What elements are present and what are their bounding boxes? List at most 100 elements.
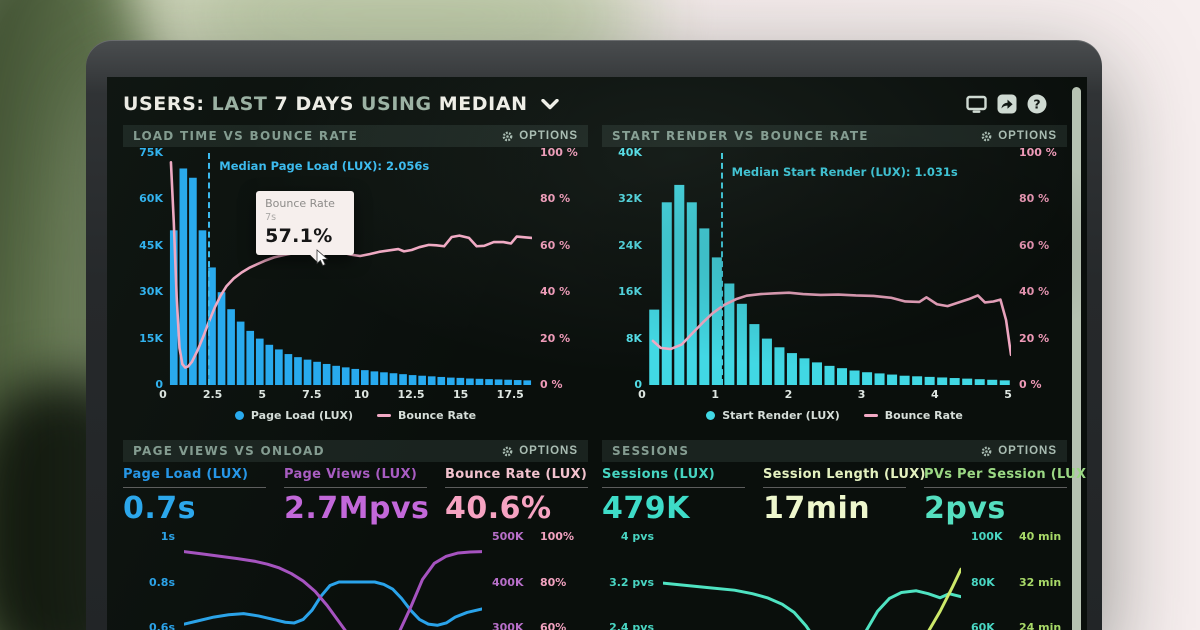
metric-value: 17min: [763, 491, 871, 526]
chart-legend: Start Render (LUX) Bounce Rate: [602, 406, 1067, 424]
histogram-bar: [456, 377, 465, 385]
sessions-mini-chart: [663, 530, 961, 630]
histogram-bar: [437, 376, 446, 385]
axis-tick-label: 12.5: [397, 388, 425, 401]
axis-tick-label: 0 %: [1019, 377, 1042, 391]
dashboard-screen: USERS: LAST 7 DAYS USING MEDIAN: [107, 77, 1087, 630]
axis-tick-label: 2.4 pvs: [609, 621, 654, 630]
y-axis-right: 100 % 80 % 60 % 40 % 20 % 0 %: [532, 146, 588, 390]
help-icon[interactable]: ?: [1027, 94, 1047, 114]
header-icons: ?: [966, 94, 1047, 114]
histogram-bar: [466, 378, 474, 385]
start-render-plot: Median Start Render (LUX): 1.031s: [648, 153, 1011, 385]
axis-tick-label: 17.5: [496, 388, 524, 401]
histogram-bar: [774, 347, 785, 385]
chart-area: 75K 60K 45K 30K 15K 0 Median Page Load (LUX):…: [123, 147, 588, 390]
axis-tick-label: 2.5: [202, 388, 223, 401]
axis-tick-label: 60%: [540, 621, 567, 630]
mini-y-axis-left: 1s 0.8s 0.6s: [123, 530, 184, 630]
metric-label: Bounce Rate (LUX): [445, 467, 588, 488]
median-line: Median Start Render (LUX): 1.031s: [720, 153, 958, 385]
axis-tick-label: 8K: [625, 331, 642, 345]
gear-icon: [502, 131, 513, 141]
metric-block: Page Views (LUX) 2.7Mpvs: [284, 467, 429, 526]
histogram-bar: [418, 375, 426, 385]
metric-label: Sessions (LUX): [602, 467, 745, 488]
axis-tick-label: 3: [857, 388, 866, 401]
histogram-bar: [332, 365, 341, 385]
axis-tick-label: 15K: [139, 331, 163, 345]
panel-header: SESSIONS OPTIONS: [602, 440, 1067, 462]
axis-tick-label: 1: [711, 388, 720, 401]
panel-header: START RENDER VS BOUNCE RATE OPTIONS: [602, 125, 1067, 147]
axis-tick-label: 5: [258, 388, 267, 401]
title-part: LAST: [211, 93, 268, 115]
histogram-bar: [275, 349, 283, 385]
histogram-bar: [341, 367, 350, 385]
axis-tick-label: 40 %: [1019, 285, 1050, 299]
panel-title: LOAD TIME VS BOUNCE RATE: [133, 129, 359, 143]
histogram-bar: [974, 379, 985, 385]
legend-label: Page Load (LUX): [250, 408, 354, 422]
histogram-bar: [724, 283, 735, 385]
metric-block: PVs Per Session (LUX) 2pvs: [924, 467, 1087, 526]
start-render-histogram: [648, 184, 1011, 385]
options-button[interactable]: OPTIONS: [981, 445, 1057, 457]
histogram-bar: [313, 361, 321, 385]
options-label: OPTIONS: [519, 130, 578, 142]
histogram-bar: [799, 358, 810, 385]
histogram-bar: [899, 375, 910, 385]
histogram-bar: [485, 379, 493, 385]
axis-tick-label: 60 %: [540, 238, 571, 252]
median-line: Median Page Load (LUX): 2.056s: [208, 153, 429, 385]
mini-y-axis-left: 4 pvs 3.2 pvs 2.4 pvs: [602, 530, 663, 630]
legend-label: Bounce Rate: [398, 408, 477, 422]
histogram-bar: [179, 168, 188, 385]
options-button[interactable]: OPTIONS: [502, 130, 578, 142]
median-annotation: Median Page Load (LUX): 2.056s: [219, 159, 430, 173]
share-icon[interactable]: [997, 94, 1017, 114]
legend-line-icon: [863, 413, 878, 417]
histogram-bar: [849, 370, 860, 385]
histogram-bar: [427, 376, 436, 385]
metric-block: Sessions (LUX) 479K: [602, 467, 745, 526]
options-button[interactable]: OPTIONS: [502, 445, 578, 457]
metric-value: 40.6%: [445, 491, 552, 526]
histogram-bar: [169, 230, 178, 385]
histogram-bar: [408, 375, 417, 385]
x-axis: 0 1 2 3 4 5: [638, 387, 1019, 402]
options-button[interactable]: OPTIONS: [981, 130, 1057, 142]
axis-tick-label: 100%: [540, 530, 574, 543]
histogram-bar: [513, 380, 522, 385]
axis-tick-label: 24K: [618, 238, 642, 252]
metric-label: PVs Per Session (LUX): [924, 467, 1087, 488]
axis-tick-label: 80 %: [540, 192, 571, 206]
mini-chart: 1s 0.8s 0.6s 500K 100% 400K 80% 300K 60%: [123, 530, 588, 630]
histogram-bar: [887, 374, 898, 385]
histogram-bar: [351, 368, 360, 385]
histogram-bar: [962, 378, 973, 385]
tooltip-value: 57.1%: [265, 224, 333, 247]
histogram-bar: [874, 373, 885, 385]
display-icon[interactable]: [966, 95, 987, 114]
axis-tick-label: 100K: [971, 530, 1003, 543]
axis-tick-label: 0.6s: [148, 621, 175, 630]
scrollbar[interactable]: [1072, 87, 1081, 630]
histogram-bar: [504, 379, 512, 385]
panel-title: SESSIONS: [612, 444, 690, 458]
panel-title: START RENDER VS BOUNCE RATE: [612, 129, 869, 143]
histogram-bar: [284, 354, 293, 385]
timeframe-dropdown-button[interactable]: [540, 98, 559, 110]
axis-tick-row: 400K 80%: [492, 576, 588, 589]
metric-label: Session Length (LUX): [763, 467, 925, 488]
legend-item: Bounce Rate: [377, 409, 476, 422]
axis-tick-label: 60 %: [1019, 238, 1050, 252]
histogram-bar: [446, 377, 455, 385]
legend-item: Bounce Rate: [863, 409, 963, 422]
laptop-bezel: USERS: LAST 7 DAYS USING MEDIAN: [86, 40, 1102, 630]
panel-start-render-vs-bounce-rate: START RENDER VS BOUNCE RATE OPTIONS 40K 3…: [602, 125, 1067, 425]
axis-tick-row: 500K 100%: [492, 530, 588, 543]
axis-tick-label: 100 %: [540, 146, 578, 159]
gear-icon: [981, 446, 992, 456]
